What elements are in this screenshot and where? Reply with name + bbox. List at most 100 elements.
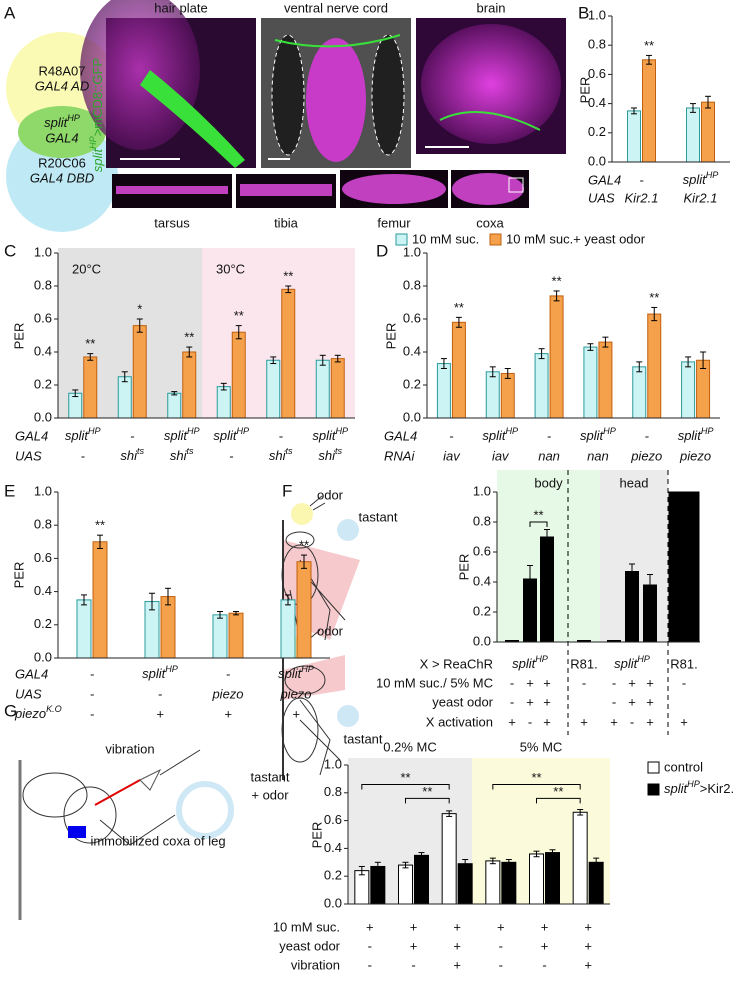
row-cell: splitHP — [580, 426, 616, 443]
y-tick-label: 0.0 — [588, 153, 606, 168]
error-bar — [544, 529, 550, 545]
row-label: UAS — [15, 448, 42, 463]
y-tick-label: 0.6 — [588, 66, 606, 81]
text-part: HP — [67, 113, 80, 123]
image-title: brain — [477, 0, 506, 15]
row-cell: + — [453, 919, 461, 934]
row-cell: splitHP — [278, 664, 314, 681]
y-axis-label: PER — [383, 323, 398, 350]
row-cell: - — [582, 675, 586, 690]
row-cell: splitHP — [312, 426, 348, 443]
bar — [266, 359, 281, 419]
legend-label: 10 mM suc.+ yeast odor — [506, 231, 646, 246]
y-tick-label: 0.2 — [324, 868, 342, 883]
row-cell: nan — [587, 448, 609, 463]
error-bar — [402, 861, 409, 869]
row-cell: - — [449, 428, 454, 443]
row-cell: piezo — [630, 448, 662, 463]
y-tick-label: 0.2 — [34, 616, 52, 631]
row-cell: - — [682, 675, 686, 690]
row-cell: + — [543, 675, 551, 690]
text-part: split — [580, 428, 605, 443]
text-part: HP — [88, 136, 98, 149]
row-cell: splitHP — [482, 426, 518, 443]
error-bar — [235, 325, 242, 340]
error-bar — [374, 861, 381, 872]
error-bar — [81, 594, 87, 606]
y-tick-label: 1.0 — [324, 756, 342, 771]
text-part: ts — [137, 446, 145, 456]
text-part: HP — [687, 779, 700, 789]
text-part: split — [44, 115, 69, 130]
row-cell: + — [584, 919, 592, 934]
row-cell: splitHP — [142, 664, 178, 681]
error-bar — [171, 391, 178, 396]
bar — [686, 107, 700, 163]
micrographs — [80, 0, 566, 208]
significance: ** — [299, 538, 309, 553]
bracket-label: ** — [533, 507, 543, 522]
row-cell: - — [229, 448, 234, 463]
error-bar — [97, 534, 103, 549]
significance: ** — [644, 38, 654, 53]
venn-label: R48A07 — [39, 63, 86, 78]
leg-label: femur — [377, 215, 411, 230]
bracket — [361, 783, 450, 790]
bracket-label: ** — [553, 784, 563, 799]
row-label: X > ReaChR — [420, 656, 493, 671]
bar — [160, 596, 176, 659]
row-cell: - — [499, 938, 503, 953]
error-bar — [489, 366, 496, 378]
text-part: split — [512, 656, 537, 671]
text-part: HP — [187, 426, 200, 436]
significance: ** — [454, 300, 464, 315]
row-cell: Kir2.1 — [684, 190, 718, 205]
row-cell: + — [453, 938, 461, 953]
y-tick-label: 0.8 — [473, 513, 491, 528]
row-cell: - — [528, 714, 532, 729]
bar — [436, 363, 451, 419]
region-label: 20°C — [72, 261, 101, 276]
row-cell: - — [90, 706, 95, 721]
row-cell: - — [411, 957, 415, 972]
row-cell: splitHP — [213, 426, 249, 443]
text-part: HP — [535, 654, 548, 664]
bar — [330, 358, 345, 419]
region-label: head — [620, 475, 649, 490]
bar — [414, 854, 429, 905]
bar — [132, 325, 147, 419]
row-cell: + — [224, 706, 232, 721]
row-cell: + — [543, 714, 551, 729]
row-cell: - — [612, 675, 616, 690]
text-part: HP — [335, 426, 348, 436]
y-tick-label: 1.0 — [403, 244, 421, 259]
error-bar — [685, 356, 692, 368]
row-label: RNAi — [384, 448, 415, 463]
cartoon-label: tastant — [343, 731, 382, 746]
error-bar — [705, 95, 711, 109]
text-part: HP — [301, 664, 314, 674]
y-tick-label: 0.2 — [588, 124, 606, 139]
text-part: piezo — [14, 706, 46, 721]
region-label: 30°C — [216, 261, 245, 276]
text-part: split — [142, 666, 167, 681]
text-part: >Kir2.1 — [700, 781, 734, 796]
error-bar — [87, 353, 94, 361]
panel-letter: C — [4, 241, 16, 260]
row-cell: - — [130, 428, 135, 443]
row-cell: + — [526, 694, 534, 709]
bar — [501, 861, 517, 905]
region-label: 5% MC — [520, 739, 563, 754]
row-cell: shits — [318, 446, 342, 463]
row-label: GAL4 — [384, 428, 417, 443]
error-bar — [505, 859, 512, 866]
text-part: shi — [120, 448, 138, 463]
text-part: split — [312, 428, 337, 443]
bar — [231, 331, 246, 419]
row-cell: - — [226, 666, 231, 681]
error-bar — [149, 592, 155, 611]
bracket — [405, 797, 450, 804]
bar — [182, 351, 197, 419]
error-bar — [577, 808, 584, 816]
row-cell: R81. — [570, 656, 597, 671]
